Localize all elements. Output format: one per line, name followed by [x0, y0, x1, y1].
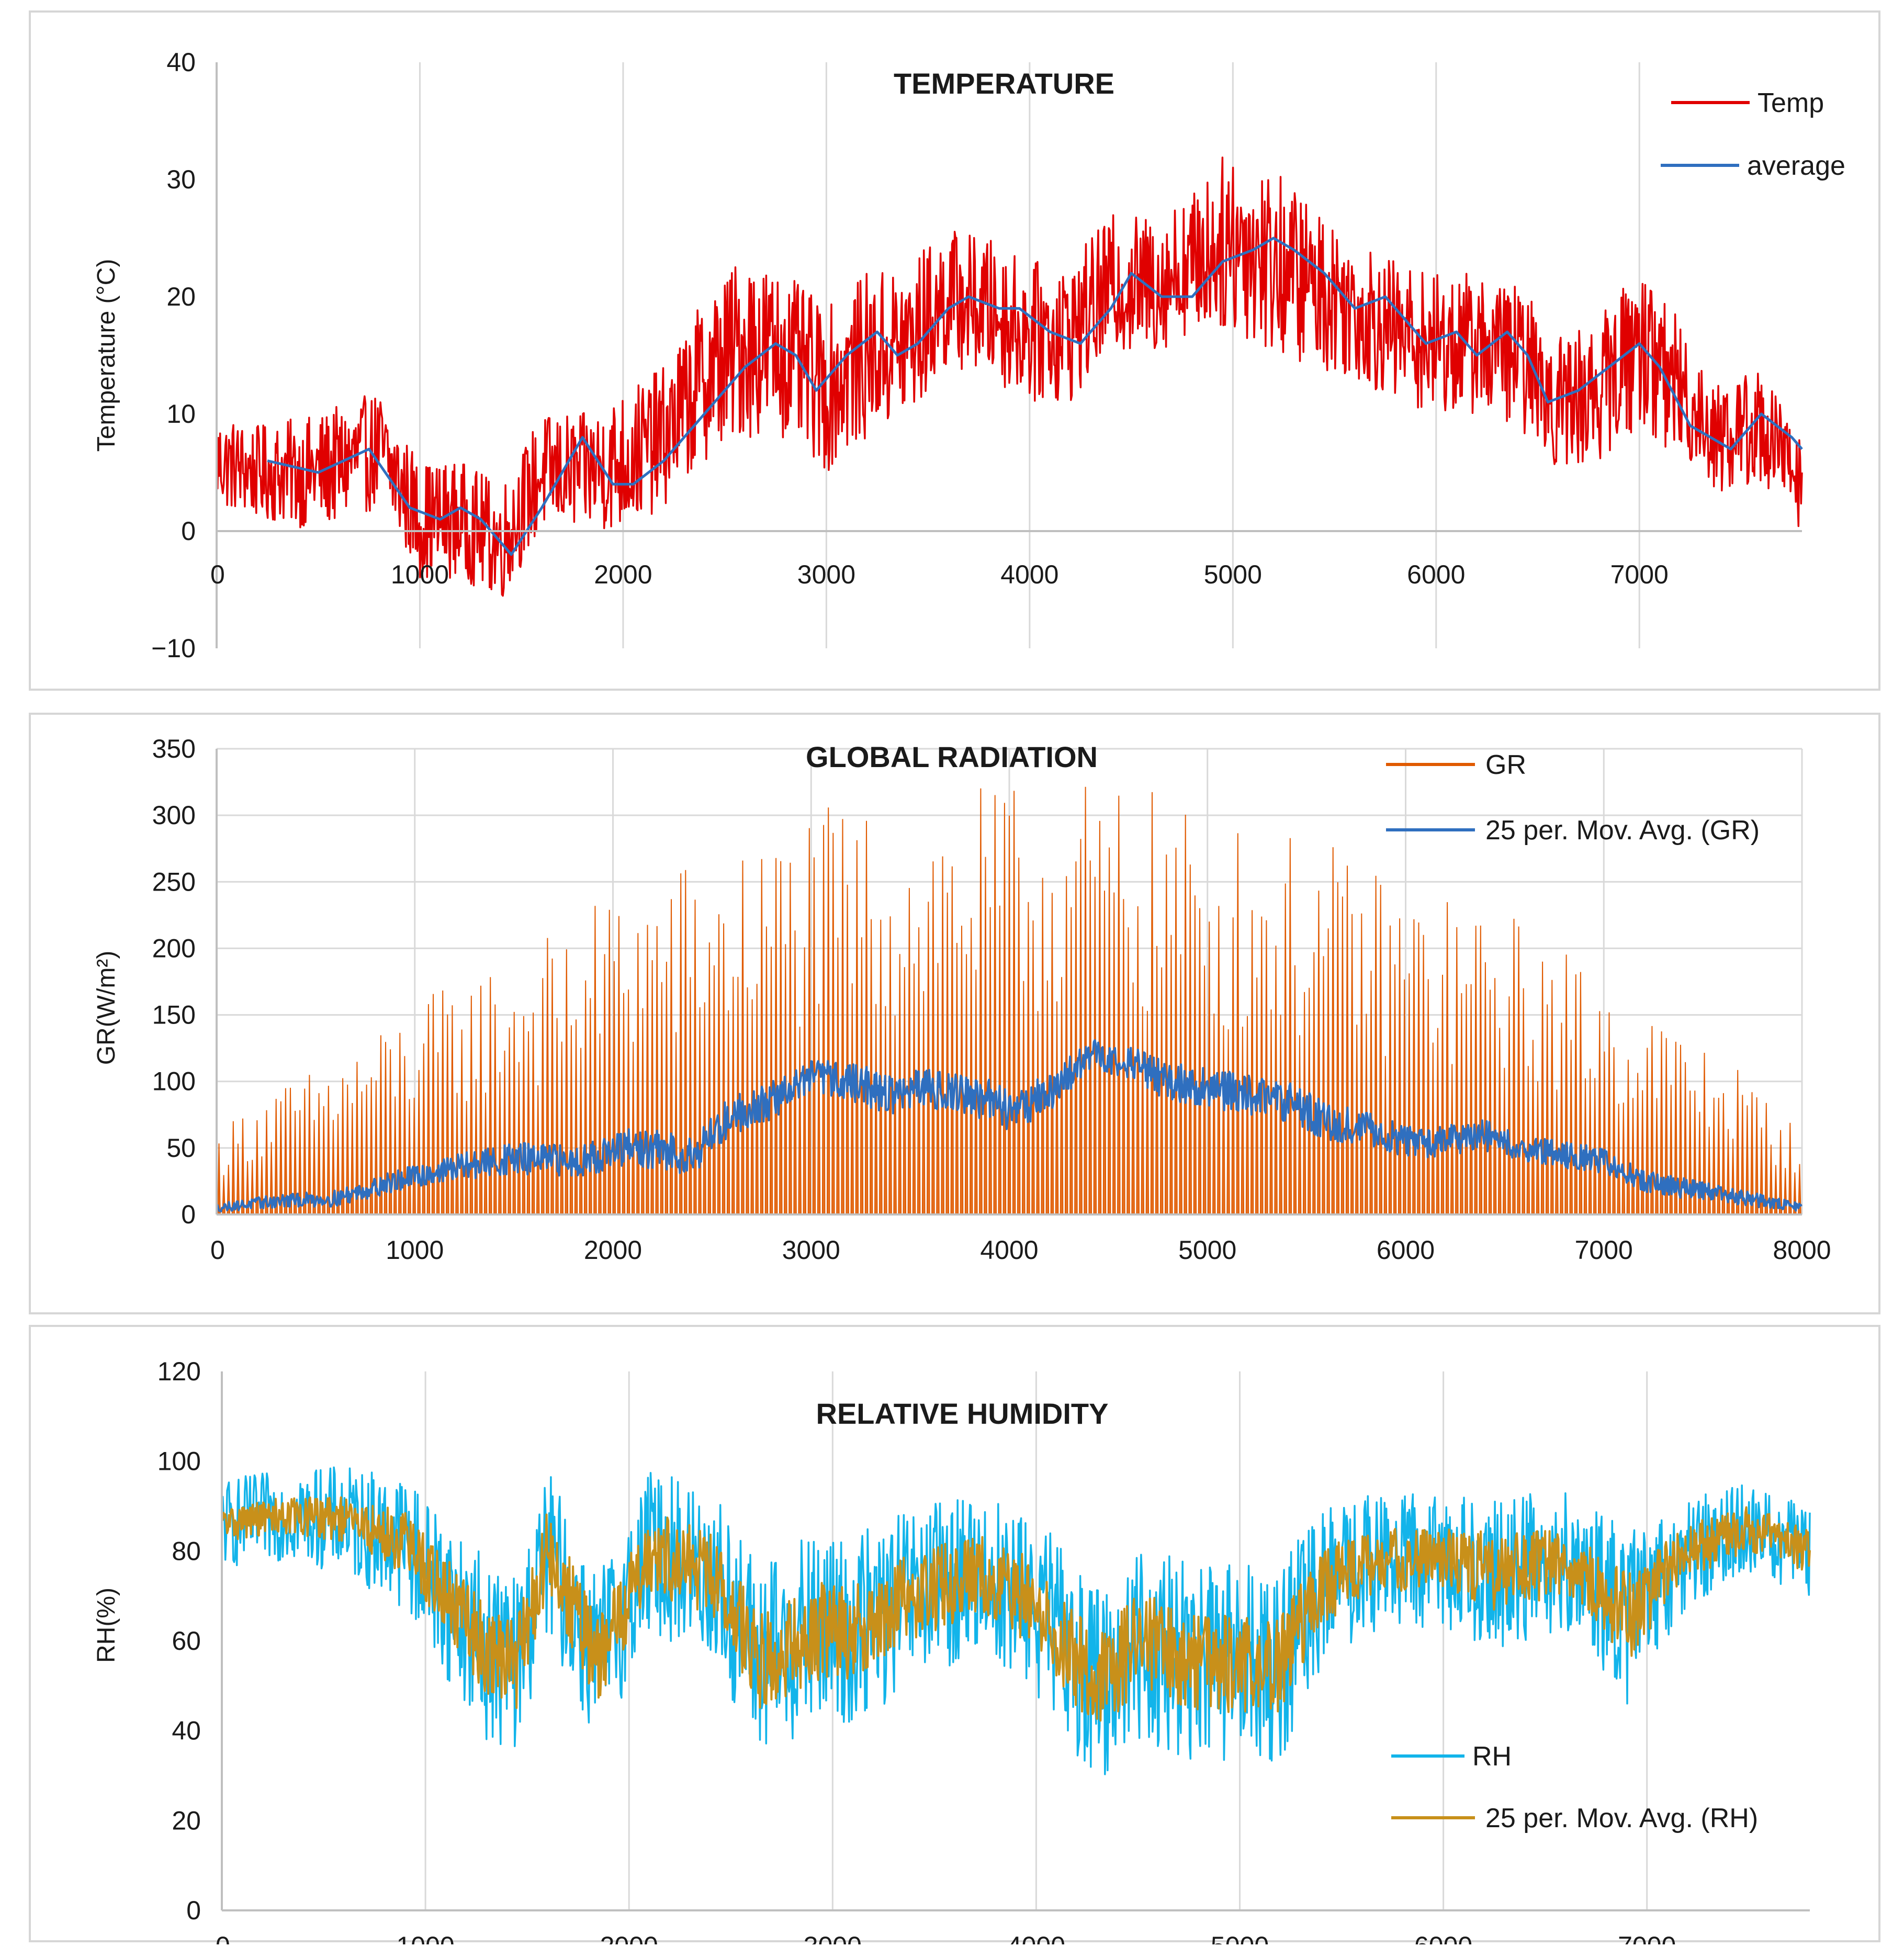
y-tick-label: 250: [152, 867, 196, 896]
y-tick-label: 20: [166, 282, 196, 311]
x-tick-label: 4000: [980, 1235, 1038, 1265]
x-tick-label: 3000: [797, 560, 855, 589]
y-tick-label: −10: [151, 634, 196, 663]
series-line-25-per-mov-avg-rh-: [221, 1496, 1811, 1722]
relative-humidity-chart-panel: 0 1000 2000 3000 4000 5000 6000 7000 0 20 40 60 80 10…: [29, 1325, 1880, 1944]
y-axis-label: RH(%): [93, 1588, 120, 1663]
y-tick-label: 30: [166, 165, 196, 194]
x-tick-label: 3000: [782, 1235, 840, 1265]
y-tick-label: 10: [166, 399, 196, 429]
y-tick-label: 200: [152, 933, 196, 963]
x-tick-label: 5000: [1211, 1931, 1269, 1944]
y-tick-label: 0: [181, 516, 196, 546]
x-tick-label: 7000: [1575, 1235, 1633, 1265]
series-line-temp: [216, 156, 1803, 597]
x-tick-label: 2000: [594, 560, 652, 589]
y-tick-label: 20: [172, 1806, 201, 1835]
y-tick-label: 300: [152, 801, 196, 830]
x-tick-label: 1000: [386, 1235, 444, 1265]
temperature-chart-panel: 0 1000 2000 3000 4000 5000 6000 7000 −10 0 10 20 30 4…: [29, 10, 1880, 691]
relative-humidity-chart: 0 1000 2000 3000 4000 5000 6000 7000 0 20 40 60 80 10…: [93, 1357, 1811, 1944]
chart-title: GLOBAL RADIATION: [806, 740, 1098, 773]
x-tick-label: 4000: [1000, 560, 1058, 589]
x-tick-label: 6000: [1377, 1235, 1435, 1265]
y-tick-label: 50: [166, 1133, 196, 1163]
legend-label: RH: [1472, 1741, 1512, 1772]
y-tick-label: 350: [152, 734, 196, 763]
x-tick-label: 1000: [391, 560, 449, 589]
x-tick-label: 6000: [1414, 1931, 1472, 1944]
x-tick-label: 4000: [1007, 1931, 1065, 1944]
legend-label: 25 per. Mov. Avg. (RH): [1485, 1803, 1758, 1833]
series-line-rh: [221, 1466, 1811, 1775]
chart-title: RELATIVE HUMIDITY: [816, 1397, 1109, 1430]
x-tick-label: 7000: [1610, 560, 1669, 589]
x-tick-label: 0: [210, 1235, 225, 1265]
y-tick-label: 100: [152, 1067, 196, 1096]
temperature-chart: 0 1000 2000 3000 4000 5000 6000 7000 −10 0 10 20 30 4…: [93, 48, 1845, 663]
x-tick-label: 2000: [584, 1235, 642, 1265]
global-radiation-chart-panel: 0 1000 2000 3000 4000 5000 6000 7000 8000 0 50 100 1…: [29, 713, 1880, 1314]
y-tick-label: 0: [181, 1200, 196, 1229]
series-line-25-per-mov-avg-gr-: [216, 1039, 1802, 1213]
y-tick-label: 150: [152, 1000, 196, 1030]
x-tick-label: 0: [210, 560, 225, 589]
y-tick-label: 60: [172, 1626, 201, 1656]
chart-title: TEMPERATURE: [894, 67, 1114, 100]
x-tick-label: 6000: [1407, 560, 1465, 589]
legend-label: Temp: [1757, 88, 1824, 118]
x-tick-label: 0: [216, 1931, 230, 1944]
y-tick-label: 40: [172, 1716, 201, 1746]
legend-label: average: [1747, 151, 1845, 181]
y-tick-label: 100: [157, 1447, 201, 1476]
y-axis-label: GR(W/m²): [93, 951, 120, 1065]
y-axis-label: Temperature (°C): [93, 259, 120, 452]
x-tick-label: 1000: [396, 1931, 454, 1944]
legend-label: 25 per. Mov. Avg. (GR): [1485, 815, 1760, 846]
y-tick-label: 0: [186, 1896, 201, 1925]
x-tick-label: 8000: [1773, 1235, 1831, 1265]
global-radiation-chart: 0 1000 2000 3000 4000 5000 6000 7000 8000 0 50 100 1…: [93, 734, 1831, 1265]
x-tick-label: 5000: [1178, 1235, 1236, 1265]
x-tick-label: 7000: [1618, 1931, 1676, 1944]
x-tick-label: 3000: [804, 1931, 862, 1944]
y-tick-label: 80: [172, 1536, 201, 1566]
series-line-average: [267, 237, 1803, 556]
y-tick-label: 120: [157, 1357, 201, 1386]
legend-label: GR: [1485, 750, 1526, 780]
x-tick-label: 2000: [600, 1931, 658, 1944]
y-tick-label: 40: [166, 48, 196, 77]
x-tick-label: 5000: [1204, 560, 1262, 589]
